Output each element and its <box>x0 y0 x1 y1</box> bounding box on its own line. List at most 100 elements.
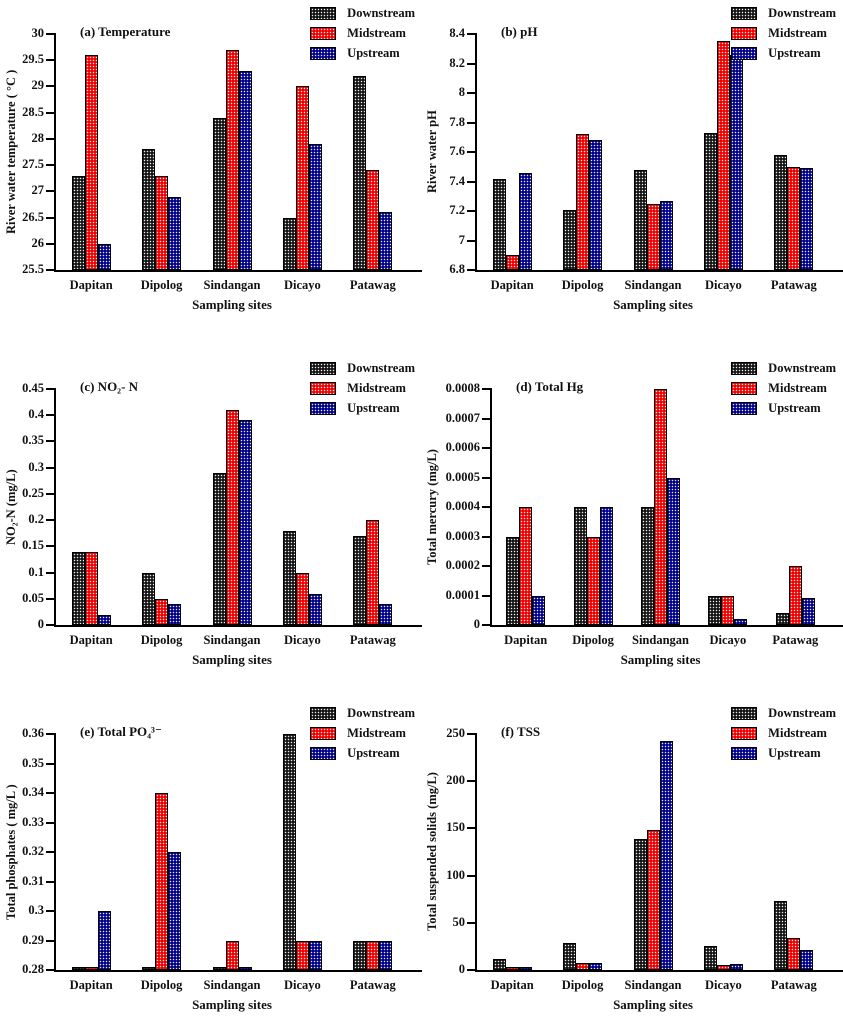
legend: Downstream Midstream Upstream <box>731 361 836 416</box>
legend-label: Upstream <box>768 746 821 760</box>
y-tick-mark <box>482 535 490 538</box>
y-tick-label: 7.4 <box>449 173 465 188</box>
legend-label: Downstream <box>347 361 415 375</box>
bar-midstream-sindangan <box>654 389 667 625</box>
bar-midstream-sindangan <box>225 940 239 970</box>
y-axis-label: NO₂-N (mg/L) <box>4 469 18 545</box>
y-tick-label: 0.2 <box>28 512 44 527</box>
legend-item-upstream: Upstream <box>731 746 836 761</box>
legend-label: Upstream <box>347 401 400 415</box>
bar-midstream-dipolog <box>586 536 600 625</box>
y-tick-label: 7.8 <box>449 114 465 129</box>
y-tick-label: 0.31 <box>22 873 44 888</box>
legend-item-upstream: Upstream <box>310 46 415 61</box>
y-axis-line <box>490 388 492 626</box>
x-category-label: Dicayo <box>709 633 747 647</box>
bar-midstream-patawag <box>787 166 801 270</box>
x-category-label: Dapitan <box>490 278 534 292</box>
y-tick-mark <box>467 180 475 183</box>
x-axis-line <box>54 625 422 627</box>
chart-tss: Total suspended solids (mg/L) 0 50 100 150 20… <box>421 700 843 1030</box>
y-tick-mark <box>467 121 475 124</box>
y-tick-mark <box>46 440 54 443</box>
y-tick-label: 0.3 <box>28 903 44 917</box>
bar-downstream-sindangan <box>212 117 226 270</box>
y-tick-label: 0.05 <box>22 590 44 605</box>
y-tick-mark <box>482 388 490 390</box>
y-tick-label: 0.4 <box>28 407 44 422</box>
chart-temperature: River water temperature ( °C ) 25.5 26 26.5… <box>0 0 422 330</box>
y-tick-label: 0.33 <box>22 814 44 829</box>
x-axis-label: Sampling sites <box>192 997 272 1012</box>
bar-upstream-dipolog <box>168 852 182 970</box>
bar-midstream-dapitan <box>505 967 519 970</box>
x-category-label: Dipolog <box>572 633 614 647</box>
y-tick-mark <box>467 269 475 271</box>
x-category-label: Dipolog <box>140 633 183 647</box>
legend-swatch-midstream <box>731 727 758 740</box>
y-tick-label: 0.25 <box>22 485 44 500</box>
y-tick-mark <box>467 921 475 924</box>
bar-midstream-dipolog <box>576 134 590 270</box>
x-category-label: Patawag <box>772 633 819 647</box>
y-tick-label: 28 <box>31 130 45 145</box>
y-tick-label: 8.2 <box>449 55 465 70</box>
x-category-label: Dicayo <box>283 278 321 292</box>
bar-midstream-dicayo <box>716 965 730 970</box>
bar-midstream-dapitan <box>84 967 98 970</box>
legend-item-downstream: Downstream <box>310 361 415 376</box>
legend: Downstream Midstream Upstream <box>310 706 415 761</box>
bar-midstream-sindangan <box>225 409 239 625</box>
y-axis-line <box>475 733 477 971</box>
bar-midstream-dicayo <box>295 86 309 270</box>
y-tick-label: 0.45 <box>22 381 44 395</box>
bar-upstream-dicayo <box>308 593 322 625</box>
legend-swatch-upstream <box>731 402 758 415</box>
legend-swatch-downstream <box>310 707 337 720</box>
legend-item-upstream: Upstream <box>310 746 415 761</box>
bar-upstream-patawag <box>379 604 393 625</box>
bar-upstream-dapitan <box>532 595 546 625</box>
x-category-label: Sindangan <box>624 978 682 992</box>
bar-upstream-sindangan <box>238 967 252 970</box>
legend-label: Midstream <box>768 381 827 395</box>
y-tick-label: 0.35 <box>22 755 44 770</box>
legend-swatch-downstream <box>310 362 337 375</box>
legend-label: Upstream <box>347 46 400 60</box>
bar-downstream-patawag <box>775 613 789 625</box>
bar-downstream-patawag <box>353 535 367 625</box>
bar-upstream-dapitan <box>518 967 532 970</box>
panel-title: (e) Total PO₄³⁻ <box>80 724 162 739</box>
y-tick-mark <box>467 874 475 877</box>
y-tick-mark <box>46 939 54 942</box>
y-tick-label: 0.3 <box>28 459 44 474</box>
legend-label: Midstream <box>347 26 406 40</box>
bar-midstream-patawag <box>366 170 380 270</box>
y-tick-label: 0.29 <box>22 932 44 947</box>
y-tick-label: 26.5 <box>22 209 44 224</box>
y-axis-line <box>54 33 56 271</box>
y-tick-label: 0.32 <box>22 844 44 858</box>
y-tick-mark <box>46 137 54 140</box>
legend-item-midstream: Midstream <box>731 381 836 396</box>
bar-downstream-sindangan <box>633 169 647 270</box>
bar-downstream-dipolog <box>142 967 156 970</box>
bar-upstream-dapitan <box>518 172 532 270</box>
bar-midstream-patawag <box>788 566 802 625</box>
y-tick-mark <box>46 492 54 495</box>
legend: Downstream Midstream Upstream <box>310 6 415 61</box>
legend-label: Upstream <box>768 46 821 60</box>
y-axis-line <box>54 733 56 971</box>
legend-label: Upstream <box>347 746 400 760</box>
bar-downstream-dicayo <box>282 734 296 970</box>
x-axis-line <box>490 625 843 627</box>
legend-item-midstream: Midstream <box>731 726 836 741</box>
legend-swatch-upstream <box>310 47 337 60</box>
y-tick-mark <box>482 565 490 567</box>
y-tick-mark <box>467 33 475 35</box>
legend-label: Downstream <box>768 706 836 720</box>
y-tick-mark <box>482 506 490 508</box>
x-category-label: Dapitan <box>69 633 113 647</box>
legend-label: Downstream <box>347 6 415 20</box>
bar-downstream-dicayo <box>708 595 722 625</box>
